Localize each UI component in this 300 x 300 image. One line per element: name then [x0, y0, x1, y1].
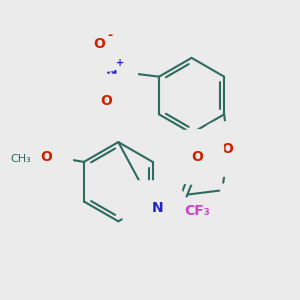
Text: O: O [94, 37, 106, 51]
Text: O: O [100, 94, 112, 109]
Text: CH₃: CH₃ [10, 154, 31, 164]
Text: O: O [221, 142, 233, 156]
Text: -: - [107, 28, 112, 42]
Text: O: O [191, 150, 203, 164]
Text: +: + [116, 58, 124, 68]
Text: CF₃: CF₃ [184, 204, 210, 218]
Text: O: O [40, 150, 52, 164]
Text: N: N [152, 202, 164, 215]
Text: H: H [140, 199, 150, 212]
Text: N: N [106, 65, 117, 79]
